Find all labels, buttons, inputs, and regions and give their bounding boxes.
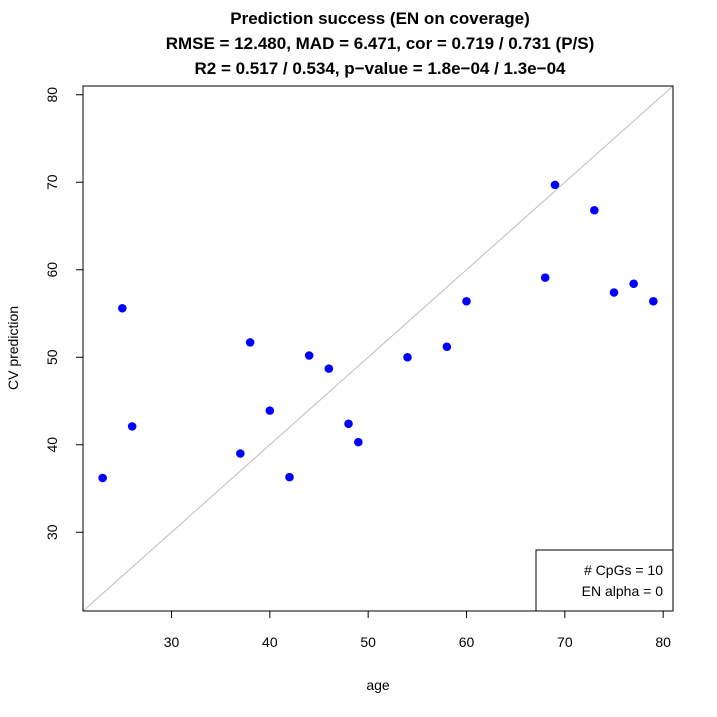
data-point-13 bbox=[462, 296, 471, 306]
data-point-15 bbox=[550, 180, 560, 190]
data-point-17 bbox=[609, 288, 619, 297]
data-point-19 bbox=[649, 296, 658, 306]
data-point-4 bbox=[245, 338, 255, 347]
chart-subtitle-line-2: R2 = 0.517 / 0.534, p−value = 1.8e−04 / … bbox=[195, 59, 567, 78]
x-tick-label-4: 70 bbox=[557, 634, 573, 650]
data-point-6 bbox=[285, 472, 294, 482]
y-tick-label-1: 40 bbox=[44, 437, 60, 453]
identity-line bbox=[82, 85, 674, 612]
data-point-7 bbox=[304, 351, 314, 360]
legend-line-1: EN alpha = 0 bbox=[582, 583, 664, 599]
x-tick-label-5: 80 bbox=[655, 634, 671, 650]
x-axis-label: age bbox=[366, 677, 390, 693]
y-tick-label-2: 50 bbox=[44, 349, 60, 365]
data-point-8 bbox=[324, 364, 334, 373]
y-axis-label: CV prediction bbox=[5, 306, 21, 390]
y-tick-label-0: 30 bbox=[44, 524, 60, 540]
legend-line-0: # CpGs = 10 bbox=[584, 562, 663, 578]
data-point-11 bbox=[403, 352, 412, 362]
data-point-3 bbox=[236, 449, 245, 458]
data-point-14 bbox=[540, 273, 550, 282]
plot-area: 30 40 50 60 70 80 30 40 50 60 70 80 # CpGs = 10 EN al… bbox=[44, 85, 674, 650]
data-point-5 bbox=[265, 406, 275, 415]
chart-subtitle-line-1: RMSE = 12.480, MAD = 6.471, cor = 0.719 … bbox=[166, 34, 595, 53]
data-point-0 bbox=[98, 473, 107, 483]
x-tick-label-1: 40 bbox=[262, 634, 278, 650]
x-tick-label-0: 30 bbox=[164, 634, 180, 650]
data-point-18 bbox=[629, 279, 638, 289]
y-tick-label-4: 70 bbox=[44, 174, 60, 190]
legend-box bbox=[535, 549, 674, 612]
data-point-1 bbox=[118, 303, 127, 313]
data-point-12 bbox=[442, 342, 452, 352]
x-tick-label-2: 50 bbox=[360, 634, 376, 650]
x-tick-label-3: 60 bbox=[459, 634, 475, 650]
chart-title: Prediction success (EN on coverage) bbox=[230, 9, 530, 28]
data-point-9 bbox=[344, 419, 353, 429]
y-tick-label-5: 80 bbox=[44, 87, 60, 103]
data-point-2 bbox=[127, 422, 137, 431]
y-tick-label-3: 60 bbox=[44, 262, 60, 278]
data-point-10 bbox=[354, 437, 363, 447]
data-point-16 bbox=[590, 205, 599, 215]
